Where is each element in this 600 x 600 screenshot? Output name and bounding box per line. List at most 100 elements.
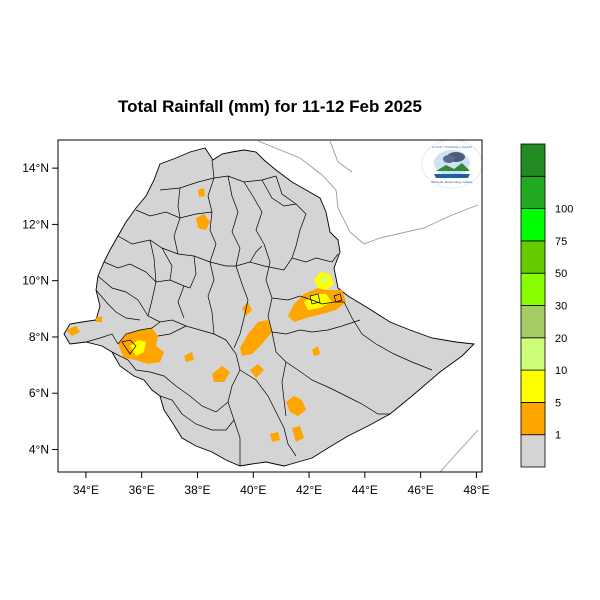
institute-logo: የኢትዮጵያ ሚቲዎሮሎጂ ኢንስቲትዩት Ethiopian Meteorol… (421, 139, 483, 189)
boundary-37 (333, 293, 343, 303)
legend-label: 30 (555, 301, 567, 313)
y-tick-label: 4°N (29, 442, 49, 456)
legend-swatch (520, 369, 546, 403)
x-tick-label: 40°E (240, 483, 266, 497)
boundary-5 (227, 175, 241, 267)
boundary-34 (281, 361, 287, 417)
rain-patch-south-central (212, 366, 230, 382)
boundary-33 (239, 369, 297, 457)
boundary-13 (177, 255, 197, 319)
boundary-9 (117, 235, 265, 267)
boundary-31 (343, 301, 433, 371)
boundary-38 (249, 245, 263, 263)
eritrea-djibouti-border (257, 140, 479, 245)
y-tick-label: 14°N (22, 161, 49, 175)
legend-label: 20 (555, 333, 567, 345)
y-tick-label: 12°N (22, 217, 49, 231)
rain-patch-east-small (312, 346, 320, 356)
boundary-6 (243, 181, 265, 245)
rainfall-patches (66, 188, 346, 442)
rain-patch-west-dot (96, 316, 102, 322)
boundary-8 (275, 175, 297, 205)
logo-text-top: የኢትዮጵያ ሚቲዎሮሎጂ ኢንስቲትዩት (432, 145, 473, 149)
boundary-32 (329, 387, 390, 415)
y-tick-label: 6°N (29, 386, 49, 400)
ethiopia-land (63, 147, 475, 467)
y-axis: 4°N 6°N 8°N 10°N 12°N 14°N (22, 161, 58, 456)
boundary-28 (175, 385, 229, 413)
legend-swatch (520, 272, 546, 306)
boundary-29 (159, 395, 235, 431)
boundary-16 (85, 333, 119, 345)
legend-label: 1 (555, 430, 561, 442)
legend-label: 5 (555, 397, 561, 409)
logo-text-bottom: Ethiopian Meteorology Institute (431, 180, 473, 184)
x-tick-label: 42°E (296, 483, 322, 497)
legend-label: 75 (555, 236, 567, 248)
boundary-18 (157, 325, 227, 341)
x-tick-label: 46°E (408, 483, 434, 497)
red-sea-coast (329, 140, 353, 173)
admin-boundaries (85, 159, 433, 466)
map-frame (57, 139, 483, 473)
legend-swatch (520, 337, 546, 371)
boundary-11 (147, 239, 157, 317)
boundary-23 (263, 253, 339, 271)
water-icon (434, 174, 470, 178)
color-legend: 1 5 10 20 30 50 75 100 (520, 143, 573, 468)
boundary-36 (309, 293, 321, 305)
rain-patch-south-1 (286, 396, 306, 416)
rain-patch-north-2 (198, 188, 205, 197)
rain-patch-north-1 (196, 214, 210, 230)
legend-swatch (520, 240, 546, 274)
boundary-4 (173, 187, 181, 255)
x-axis: 34°E 36°E 38°E 40°E 42°E 44°E 46°E 48°E (73, 472, 489, 497)
y-tick-label: 8°N (29, 330, 49, 344)
legend-swatch (520, 143, 546, 177)
rain-patch-east-north-10mm (320, 276, 328, 284)
neighbor-borders (257, 140, 479, 473)
legend-swatch (520, 175, 546, 210)
x-tick-label: 36°E (129, 483, 155, 497)
rain-patch-south-central-3 (184, 352, 194, 362)
y-tick-label: 10°N (22, 274, 49, 288)
boundary-12 (161, 247, 173, 281)
legend-label: 100 (555, 204, 573, 216)
x-tick-label: 34°E (73, 483, 99, 497)
boundary-19 (111, 351, 177, 387)
x-tick-label: 44°E (352, 483, 378, 497)
cloud-icon-2 (443, 155, 455, 163)
boundary-3 (207, 159, 217, 263)
rain-patch-central-2 (242, 302, 252, 316)
boundary-26 (271, 319, 361, 335)
boundary-25 (271, 295, 344, 305)
somalia-coast (439, 429, 479, 473)
boundary-7 (261, 179, 307, 215)
legend-label: 50 (555, 268, 567, 280)
boundary-22 (263, 243, 273, 333)
x-tick-label: 38°E (184, 483, 210, 497)
map-title: Total Rainfall (mm) for 11-12 Feb 2025 (118, 97, 422, 116)
rain-patch-south-2 (292, 426, 304, 442)
rain-patch-central (240, 320, 272, 356)
boundary-27 (225, 339, 241, 466)
rain-patch-west-small (66, 326, 80, 336)
rain-patch-south-central-2 (250, 364, 264, 378)
legend-swatch (520, 401, 546, 436)
x-tick-label: 48°E (463, 483, 489, 497)
boundary-20 (207, 261, 215, 335)
legend-swatch (520, 434, 546, 468)
boundary-30 (271, 331, 331, 389)
boundary-15 (95, 289, 141, 321)
boundary-14 (97, 275, 187, 327)
boundary-17 (117, 321, 161, 345)
legend-swatch (520, 208, 546, 242)
legend-label: 10 (555, 365, 567, 377)
boundary-24 (291, 213, 307, 259)
legend-swatch (520, 305, 546, 339)
boundary-2 (135, 209, 213, 219)
rain-patch-east-5mm (304, 294, 332, 310)
rain-patch-south-3 (270, 432, 280, 442)
boundary-21 (233, 265, 249, 349)
